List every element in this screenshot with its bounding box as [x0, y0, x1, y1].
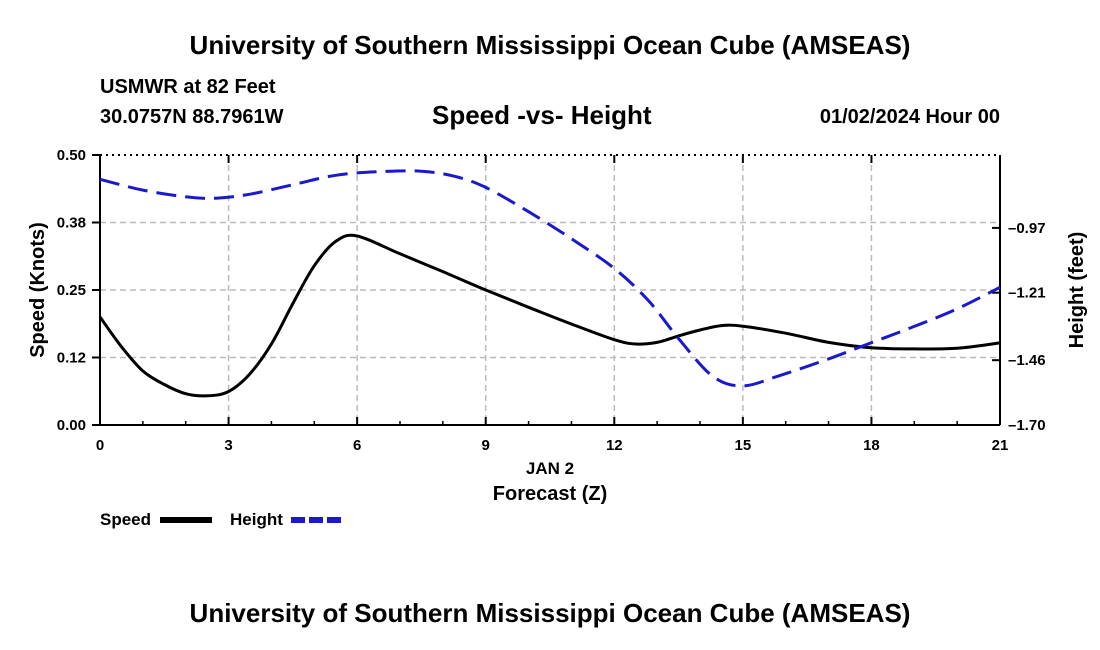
y-tick-label: 0.25: [57, 282, 86, 299]
legend-label-speed: Speed: [100, 510, 151, 529]
height-series-line: [99, 169, 1001, 388]
x-tick-label: 6: [353, 437, 361, 454]
y-tick-label: 0.12: [57, 350, 86, 367]
y-axis-label: Speed (Knots): [27, 222, 49, 358]
chart-subtitle: Speed -vs- Height: [432, 100, 652, 130]
x-tick-label: 0: [96, 437, 104, 454]
station-label: USMWR at 82 Feet: [100, 76, 276, 98]
bottom-title: University of Southern Mississippi Ocean…: [189, 598, 911, 628]
y2-tick-label: –0.97: [1008, 220, 1046, 237]
y-tick-label: 0.00: [57, 417, 86, 434]
y-tick-label: 0.50: [57, 147, 86, 164]
x-axis-label: Forecast (Z): [493, 483, 607, 505]
y2-tick-label: –1.46: [1008, 352, 1046, 369]
x-axis-date-label: JAN 2: [526, 459, 574, 478]
x-tick-label: 3: [224, 437, 232, 454]
y-tick-label: 0.38: [57, 215, 86, 232]
x-tick-label: 15: [735, 437, 752, 454]
x-tick-label: 12: [606, 437, 623, 454]
forecast-datetime: 01/02/2024 Hour 00: [819, 106, 1000, 128]
y2-tick-label: –1.70: [1008, 417, 1046, 434]
y2-tick-label: –1.21: [1008, 285, 1046, 302]
x-tick-label: 21: [992, 437, 1009, 454]
coordinates-label: 30.0757N 88.7961W: [100, 106, 284, 128]
speed-series-line: [98, 233, 1001, 398]
x-tick-label: 9: [482, 437, 490, 454]
legend-label-height: Height: [230, 510, 283, 529]
y2-axis-label: Height (feet): [1066, 232, 1088, 349]
x-tick-label: 18: [863, 437, 880, 454]
main-title: University of Southern Mississippi Ocean…: [189, 30, 911, 60]
